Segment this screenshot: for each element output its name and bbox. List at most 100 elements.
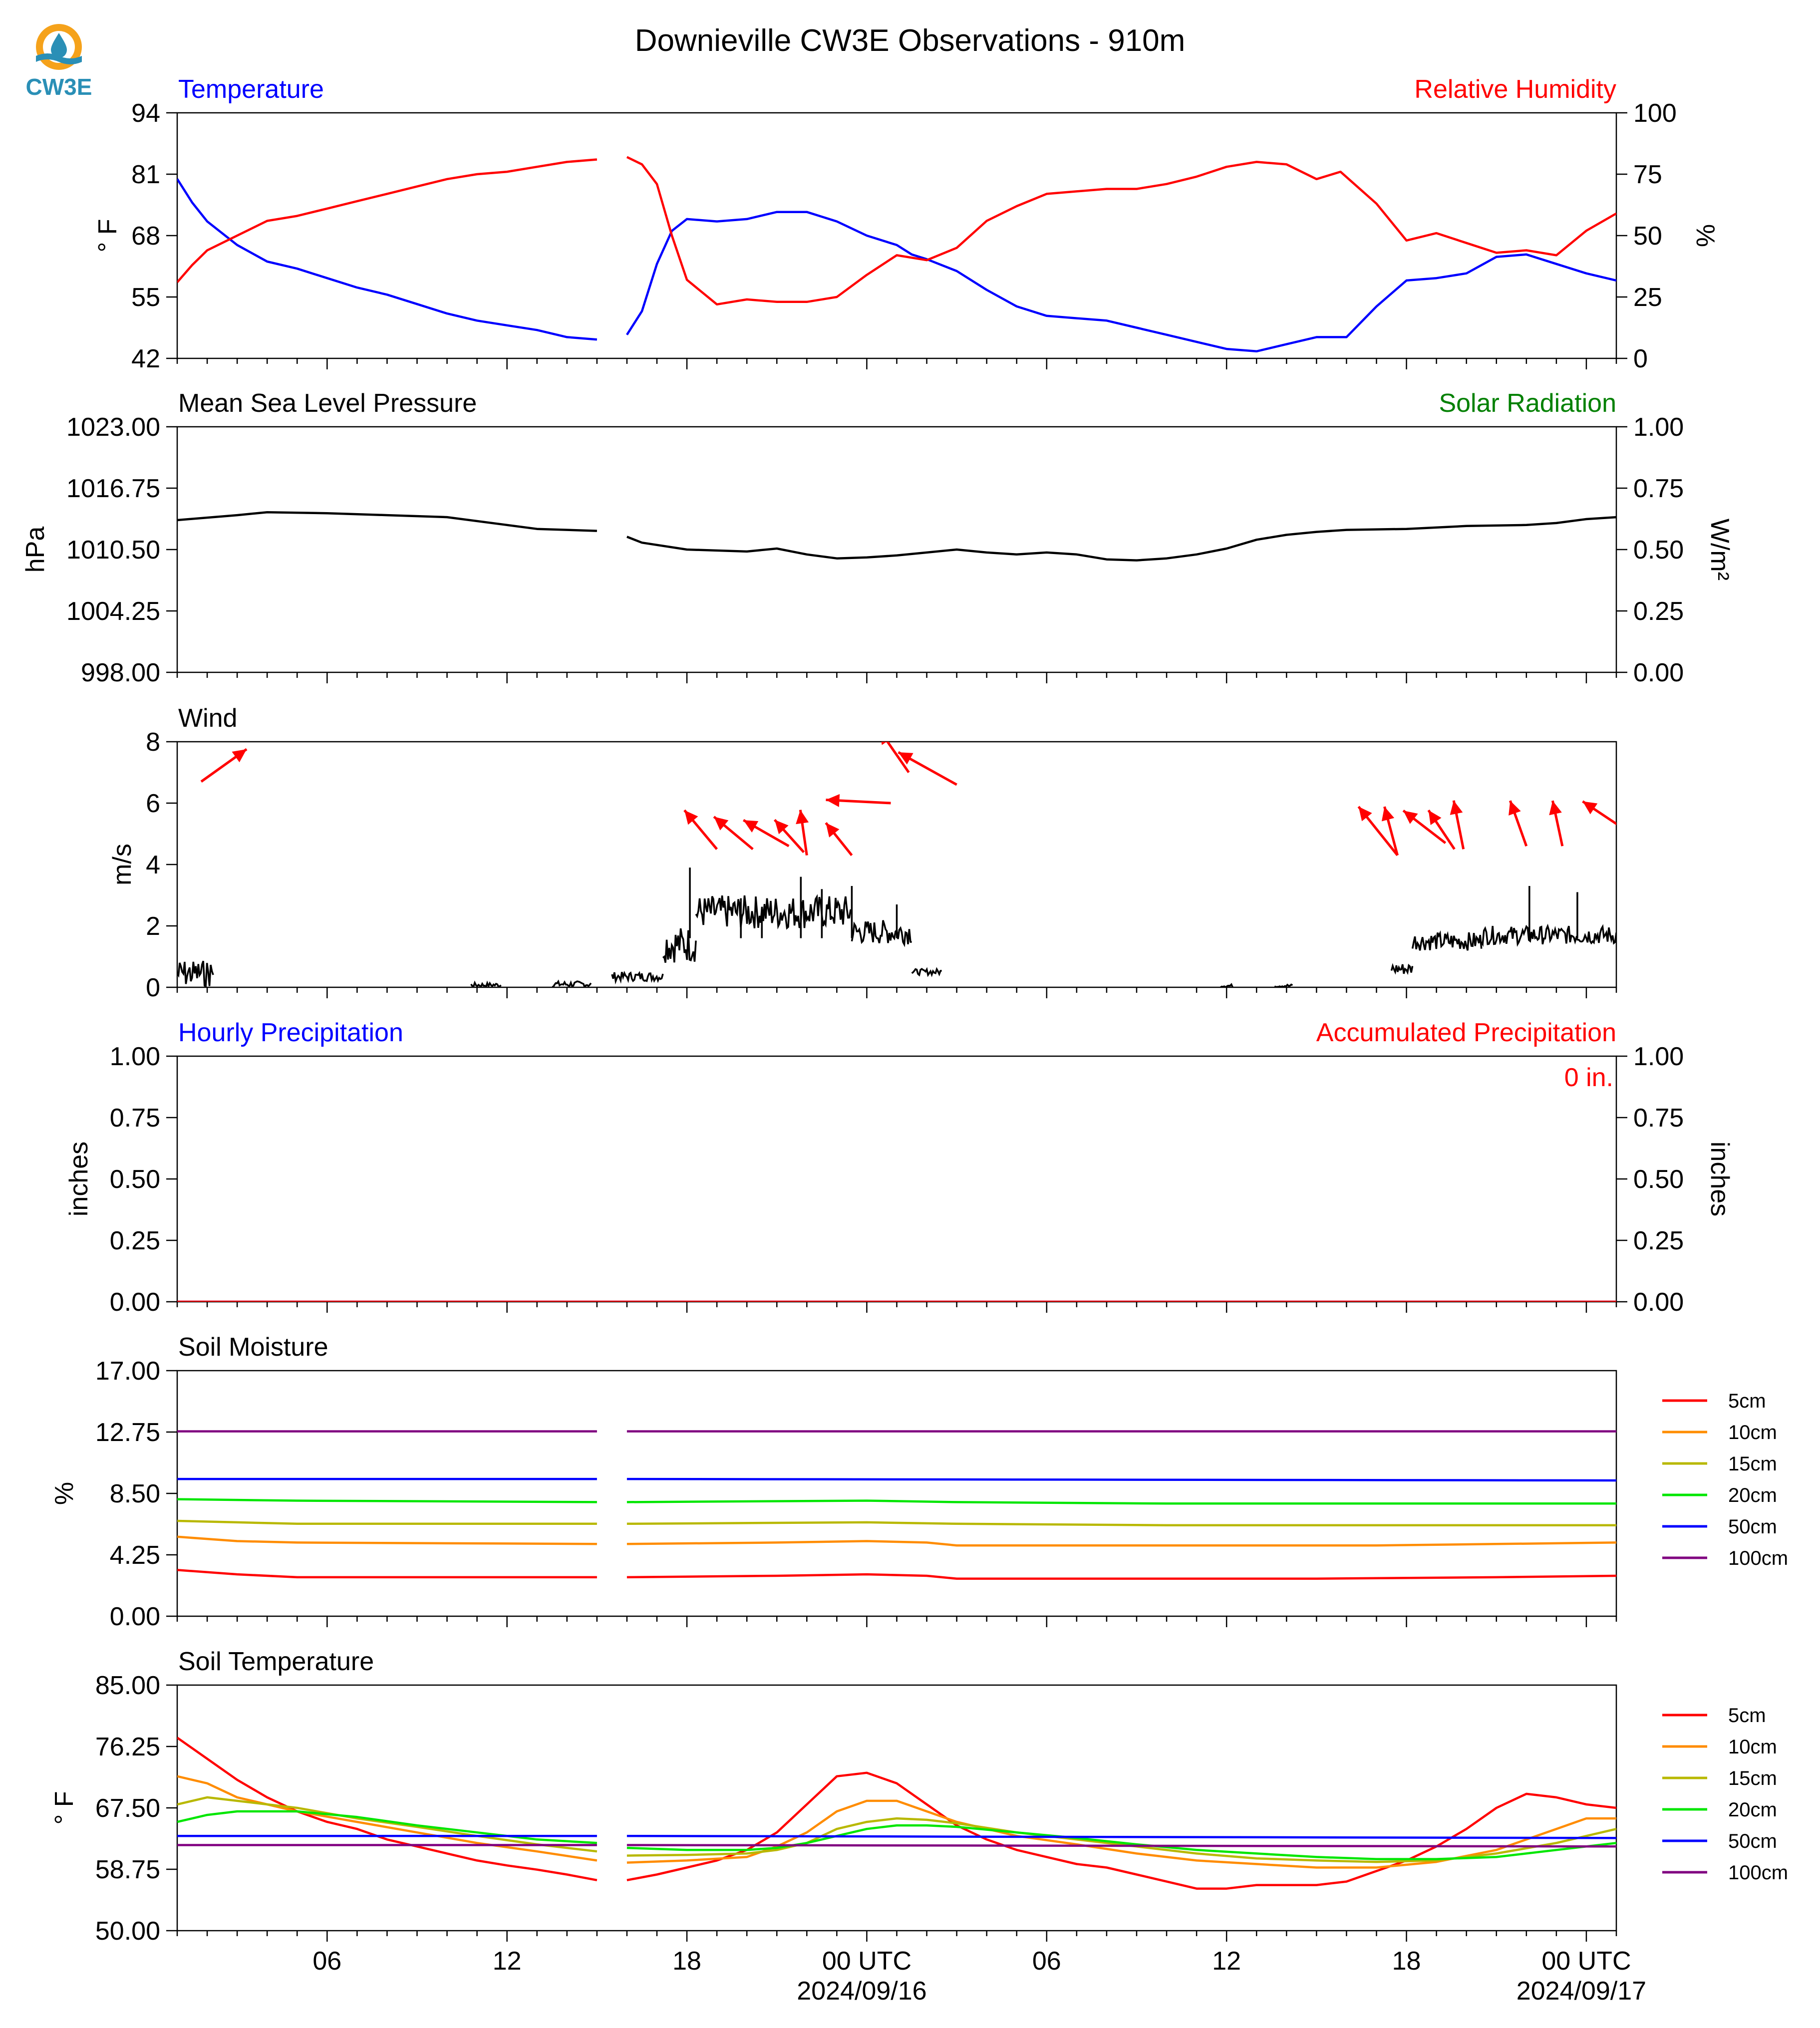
- y2-tick-label: 0: [1633, 344, 1648, 373]
- y-tick-label: 0.75: [110, 1104, 160, 1133]
- wind-arrow-head: [743, 820, 759, 833]
- y-tick-label: 4.25: [110, 1541, 160, 1570]
- x-tick-label: 06: [1032, 1947, 1061, 1976]
- wind-speed-trace: [1274, 983, 1293, 987]
- wind-arrow: [683, 809, 718, 850]
- y-axis-label: ° F: [93, 219, 122, 252]
- wind-speed-trace: [1481, 923, 1616, 947]
- y-tick-label: 17.00: [95, 1357, 160, 1386]
- wind-arrow: [773, 819, 805, 854]
- x-tick-label: 12: [493, 1947, 522, 1976]
- y-tick-label: 1.00: [110, 1042, 160, 1071]
- y2-tick-label: 100: [1633, 99, 1677, 128]
- panel-5: Soil Moisture 17.00 12.75 8.50 4.25 0.00% 5cm 1…: [50, 1333, 1788, 1631]
- wind-arrow-head: [826, 823, 840, 838]
- y2-tick-label: 50: [1633, 222, 1662, 251]
- wind-arrow-head: [1509, 801, 1521, 816]
- y-tick-label: 1010.50: [66, 536, 160, 565]
- y-tick-label: 81: [131, 160, 160, 189]
- legend-label: 100cm: [1728, 1862, 1788, 1884]
- wind-arrow: [1427, 809, 1456, 850]
- y-tick-label: 85.00: [95, 1671, 160, 1700]
- x-tick-label: 00 UTC: [822, 1947, 911, 1976]
- legend-label: 20cm: [1728, 1799, 1777, 1821]
- wind-arrow: [1450, 800, 1465, 850]
- series-line: [177, 1834, 1616, 1839]
- x-tick-label: 00 UTC: [1541, 1947, 1631, 1976]
- y-tick-label: 1016.75: [66, 474, 160, 503]
- wind-arrow: [1582, 800, 1616, 826]
- y-tick-label: 68: [131, 222, 160, 251]
- legend-label: 15cm: [1728, 1767, 1777, 1789]
- y-tick-label: 998.00: [81, 658, 160, 687]
- panel-title-left: Soil Moisture: [178, 1333, 328, 1362]
- wind-arrow: [1357, 806, 1399, 857]
- y-axis-label: m/s: [108, 844, 137, 885]
- wind-arrow: [898, 751, 957, 786]
- y-axis-label: %: [50, 1482, 79, 1505]
- legend-label: 10cm: [1728, 1736, 1777, 1758]
- y-tick-label: 58.75: [95, 1855, 160, 1884]
- accumulated-precip-value: 0 in.: [1564, 1063, 1613, 1092]
- y2-axis-label: %: [1691, 224, 1720, 247]
- wind-arrow-head: [232, 749, 247, 763]
- x-tick-label: 12: [1212, 1947, 1241, 1976]
- y-tick-label: 94: [131, 99, 160, 128]
- x-tick-label: 06: [312, 1947, 341, 1976]
- y2-tick-label: 0.50: [1633, 536, 1684, 565]
- plot-area: [177, 1430, 1616, 1580]
- legend-label: 20cm: [1728, 1484, 1777, 1506]
- y2-tick-label: 0.75: [1633, 474, 1684, 503]
- y2-tick-label: 75: [1633, 160, 1662, 189]
- legend-label: 100cm: [1728, 1547, 1788, 1569]
- legend-label: 50cm: [1728, 1830, 1777, 1852]
- wind-speed-trace: [470, 980, 502, 987]
- wind-speed-trace: [911, 967, 942, 977]
- panel-title-right: Solar Radiation: [1439, 389, 1616, 418]
- y2-tick-label: 0.75: [1633, 1104, 1684, 1133]
- panel-title-left: Soil Temperature: [178, 1647, 374, 1676]
- panel-2: Mean Sea Level Pressure Solar Radiation 10…: [21, 389, 1734, 687]
- panel-3: Wind 8 6 4 2 0 m/s: [108, 704, 1617, 1002]
- y-tick-label: 1004.25: [66, 597, 160, 626]
- legend: 5cm 10cm 15cm 20cm 50cm 100cm: [1662, 1705, 1788, 1884]
- panel-6: Soil Temperature 85.00 76.25 67.50 58.75 50.0…: [50, 1647, 1788, 2006]
- y-tick-label: 1023.00: [66, 413, 160, 442]
- wind-arrow-head: [1358, 807, 1372, 822]
- y2-tick-label: 25: [1633, 283, 1662, 312]
- x-date-label: 2024/09/17: [1517, 1977, 1646, 2006]
- x-tick-label: 18: [672, 1947, 701, 1976]
- y2-tick-label: 0.50: [1633, 1165, 1684, 1194]
- wind-arrow: [825, 822, 853, 857]
- series-line: [177, 1569, 1616, 1580]
- series-line: [177, 1498, 1616, 1505]
- y-tick-label: 0.00: [110, 1288, 160, 1317]
- wind-arrow: [1402, 809, 1447, 844]
- y-tick-label: 42: [131, 344, 160, 373]
- series-line: [177, 511, 1616, 562]
- y-tick-label: 50.00: [95, 1917, 160, 1946]
- y-tick-label: 67.50: [95, 1794, 160, 1823]
- panel-title-left: Hourly Precipitation: [178, 1018, 403, 1047]
- cw3e-logo: CW3E: [26, 24, 92, 100]
- wind-arrow-head: [714, 817, 729, 831]
- y-axis-label: inches: [64, 1142, 93, 1216]
- wind-speed-trace: [177, 960, 214, 987]
- y2-tick-label: 0.00: [1633, 1288, 1684, 1317]
- wind-speed-trace: [1220, 983, 1233, 987]
- plot-area: [177, 156, 1616, 353]
- wind-arrow-head: [1381, 807, 1395, 822]
- y-tick-label: 0.00: [110, 1602, 160, 1631]
- wind-arrow-head: [796, 810, 809, 825]
- series-line: [177, 1477, 1616, 1482]
- figure-title: Downieville CW3E Observations - 910m: [635, 23, 1186, 58]
- y-tick-label: 0.50: [110, 1165, 160, 1194]
- wind-arrow: [1381, 806, 1399, 856]
- series-line: [177, 1844, 1616, 1848]
- y-axis-label: hPa: [21, 527, 50, 573]
- series-line: [177, 178, 1616, 353]
- panel-title-left: Temperature: [178, 75, 324, 104]
- wind-arrow: [200, 748, 248, 783]
- wind-speed-trace: [552, 979, 592, 987]
- panel-title-right: Accumulated Precipitation: [1316, 1018, 1616, 1047]
